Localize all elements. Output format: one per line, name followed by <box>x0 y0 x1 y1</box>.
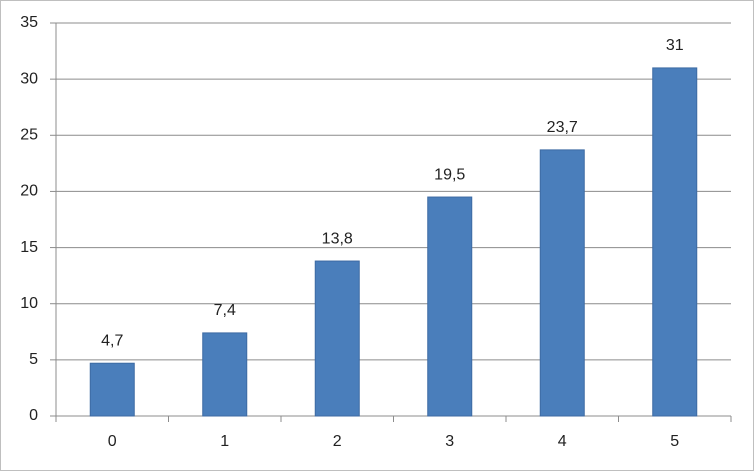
y-tick-label: 5 <box>29 351 38 368</box>
bar <box>427 196 473 417</box>
x-tick-label: 3 <box>445 433 454 450</box>
x-tick-label: 2 <box>333 433 342 450</box>
y-tick-label: 0 <box>29 407 38 424</box>
bar <box>652 67 698 417</box>
y-tick-label: 30 <box>20 70 38 87</box>
bar <box>539 149 585 417</box>
y-tick-label: 20 <box>20 183 38 200</box>
x-tick-label: 1 <box>220 433 229 450</box>
x-tick-label: 0 <box>108 433 117 450</box>
bar <box>89 362 135 417</box>
data-label: 13,8 <box>322 230 353 247</box>
x-tick-label: 4 <box>558 433 567 450</box>
x-tick-label: 5 <box>670 433 679 450</box>
data-label: 31 <box>666 37 684 54</box>
data-label: 7,4 <box>214 302 236 319</box>
data-label: 23,7 <box>547 119 578 136</box>
data-label: 4,7 <box>101 332 123 349</box>
y-tick-label: 25 <box>20 127 38 144</box>
bar <box>202 332 248 417</box>
y-tick-label: 10 <box>20 295 38 312</box>
data-label: 19,5 <box>434 166 465 183</box>
y-tick-label: 15 <box>20 239 38 256</box>
bar <box>314 260 360 417</box>
y-tick-label: 35 <box>20 14 38 31</box>
